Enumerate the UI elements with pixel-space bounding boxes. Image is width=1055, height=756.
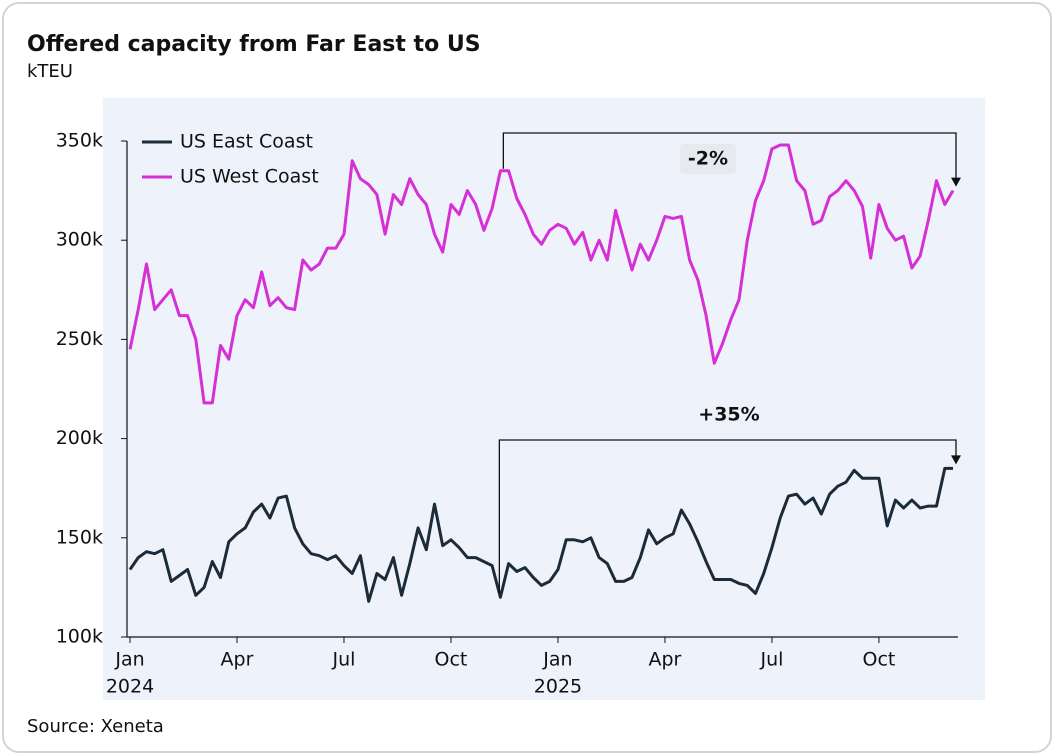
x-tick-label: Jul [332,649,356,671]
x-tick-label: Oct [863,649,896,671]
bracket [498,439,957,594]
x-year-label: 2024 [106,676,154,698]
annotation-box [680,144,736,174]
y-tick-label: 200k [56,427,103,449]
arrowhead [951,177,961,187]
chart-title: Offered capacity from Far East to US [27,32,481,57]
series-line [128,143,955,405]
annotation: +35% [698,404,759,426]
x-tick-label: Apr [221,649,254,671]
y-tick-label: 250k [56,328,103,350]
x-tick-label: Apr [649,649,682,671]
bracket [502,132,957,179]
x-tick-label: Jul [759,649,783,671]
plot-background [103,98,985,700]
x-year-label: 2025 [534,676,582,698]
x-tick-label: Jan [114,649,144,671]
y-tick-label: 100k [56,626,103,648]
x-tick-label: Jan [542,649,572,671]
source: Source: Xeneta [27,716,164,737]
annotation: -2% [688,148,728,170]
y-tick-label: 350k [56,130,103,152]
arrowhead [951,455,961,465]
legend-label: US East Coast [180,131,313,153]
legend-label: US West Coast [180,166,319,188]
series-line [128,466,953,603]
chart-subtitle: kTEU [27,61,73,82]
x-tick-label: Oct [435,649,468,671]
y-tick-label: 300k [56,229,103,251]
y-tick-label: 150k [56,526,103,548]
